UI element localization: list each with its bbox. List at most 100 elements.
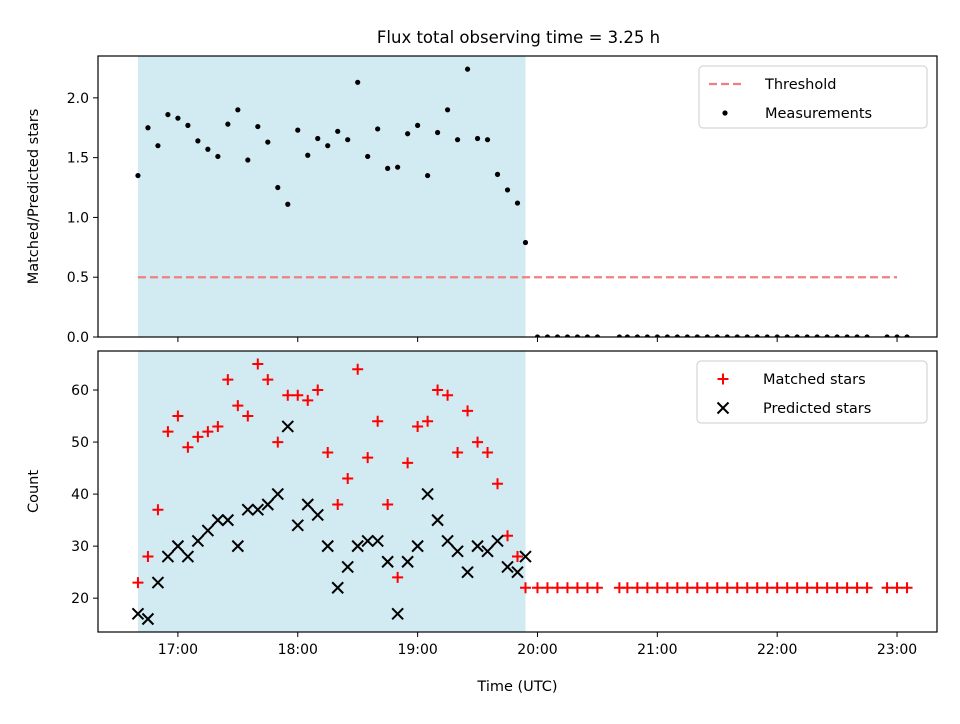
predicted-stars-marker: [481, 545, 494, 558]
predicted-stars-marker: [171, 539, 185, 553]
matched-stars-marker: [801, 582, 813, 594]
measurement-point: [624, 334, 630, 337]
measurement-point: [135, 172, 141, 179]
y-tick-label: 20: [71, 591, 89, 607]
matched-stars-marker: [711, 582, 723, 594]
y-tick-label: 30: [71, 539, 89, 555]
y-tick-label: 60: [71, 383, 89, 399]
matched-stars-marker: [591, 582, 603, 594]
legend-label: Threshold: [764, 77, 836, 93]
matched-stars-marker: [332, 499, 344, 511]
y-tick-label: 1.0: [67, 210, 89, 226]
measurement-point: [764, 334, 770, 337]
measurement-point: [464, 66, 471, 72]
matched-stars-marker: [392, 571, 404, 583]
measurement-point: [175, 115, 181, 121]
predicted-stars-marker: [201, 524, 215, 537]
predicted-stars-marker: [251, 503, 265, 516]
x-tick-label: 17:00: [158, 642, 198, 658]
matched-stars-marker: [132, 577, 144, 589]
measurement-point: [794, 334, 800, 337]
measurement-point: [265, 139, 271, 145]
predicted-stars-marker: [191, 534, 205, 548]
matched-stars-marker: [172, 410, 184, 422]
matched-stars-marker: [761, 582, 773, 594]
x-tick-label: 18:00: [278, 642, 318, 658]
predicted-stars-marker: [391, 607, 404, 620]
measurement-point: [335, 128, 341, 134]
y-axis-label: Count: [26, 470, 42, 513]
measurement-point: [904, 334, 910, 337]
matched-stars-marker: [831, 582, 843, 594]
x-tick-label: 21:00: [637, 642, 677, 658]
series-matched-stars: [132, 358, 913, 594]
matched-stars-marker: [362, 452, 374, 464]
measurement-point: [325, 143, 331, 149]
legend-swatch-measurements: [722, 110, 728, 116]
measurement-point: [594, 334, 601, 337]
matched-stars-marker: [342, 472, 354, 484]
measurement-point: [784, 334, 790, 337]
measurement-point: [315, 135, 321, 142]
matched-stars-marker: [571, 582, 583, 594]
measurement-point: [444, 107, 451, 113]
measurement-point: [245, 157, 251, 163]
measurement-point: [864, 334, 870, 337]
matched-stars-marker: [841, 582, 853, 594]
measurement-point: [434, 129, 441, 136]
predicted-stars-marker: [431, 513, 444, 527]
measurement-point: [616, 334, 622, 337]
measurement-point: [405, 131, 411, 137]
predicted-stars-marker: [271, 487, 284, 501]
measurement-point: [674, 334, 680, 337]
predicted-stars-marker: [361, 534, 374, 548]
matched-stars-marker: [372, 415, 384, 427]
legend-label: Measurements: [765, 106, 872, 122]
matched-stars-marker: [651, 582, 663, 594]
measurement-point: [504, 187, 511, 193]
measurement-point: [425, 172, 431, 179]
y-tick-label: 1.5: [67, 151, 89, 167]
matched-stars-marker: [661, 582, 673, 594]
measurement-point: [345, 137, 351, 143]
matched-stars-marker: [192, 431, 204, 443]
matched-stars-marker: [721, 582, 733, 594]
measurement-point: [554, 334, 561, 337]
predicted-stars-marker: [261, 498, 275, 511]
matched-stars-marker: [462, 405, 474, 417]
predicted-stars-marker: [241, 503, 255, 516]
x-tick-label: 22:00: [757, 642, 797, 658]
matched-stars-marker: [162, 426, 174, 438]
predicted-stars-marker: [151, 576, 165, 589]
predicted-stars-marker: [371, 534, 384, 548]
measurement-point: [584, 334, 591, 337]
measurement-point: [375, 126, 381, 132]
matched-stars-marker: [519, 582, 531, 594]
measurement-point: [644, 334, 650, 337]
series-measurements: [135, 66, 910, 337]
measurement-point: [754, 334, 760, 337]
legend: Threshold Measurements: [698, 65, 928, 129]
matched-stars-marker: [561, 582, 573, 594]
matched-stars-marker: [541, 582, 553, 594]
matched-stars-marker: [442, 389, 454, 401]
predicted-stars-marker: [519, 550, 532, 563]
matched-stars-marker: [781, 582, 793, 594]
matched-stars-marker: [771, 582, 783, 594]
matched-stars-marker: [631, 582, 643, 594]
matched-stars-marker: [492, 478, 504, 490]
measurement-point: [534, 334, 541, 337]
y-axis-label: Matched/Predicted stars: [26, 109, 42, 285]
measurement-point: [454, 137, 461, 143]
measurement-point: [225, 121, 231, 127]
matched-stars-marker: [881, 582, 893, 594]
measurement-point: [664, 334, 670, 337]
predicted-stars-marker: [161, 550, 175, 563]
measurement-point: [365, 153, 371, 160]
matched-stars-marker: [412, 420, 424, 432]
matched-stars-marker: [701, 582, 713, 594]
measurement-point: [385, 165, 391, 171]
predicted-stars-marker: [491, 534, 504, 548]
